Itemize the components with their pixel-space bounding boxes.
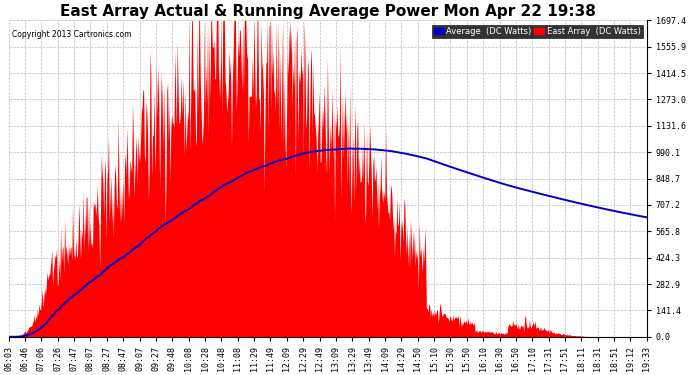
Title: East Array Actual & Running Average Power Mon Apr 22 19:38: East Array Actual & Running Average Powe… [60,4,595,19]
Legend: Average  (DC Watts), East Array  (DC Watts): Average (DC Watts), East Array (DC Watts… [432,24,642,38]
Text: Copyright 2013 Cartronics.com: Copyright 2013 Cartronics.com [12,30,131,39]
